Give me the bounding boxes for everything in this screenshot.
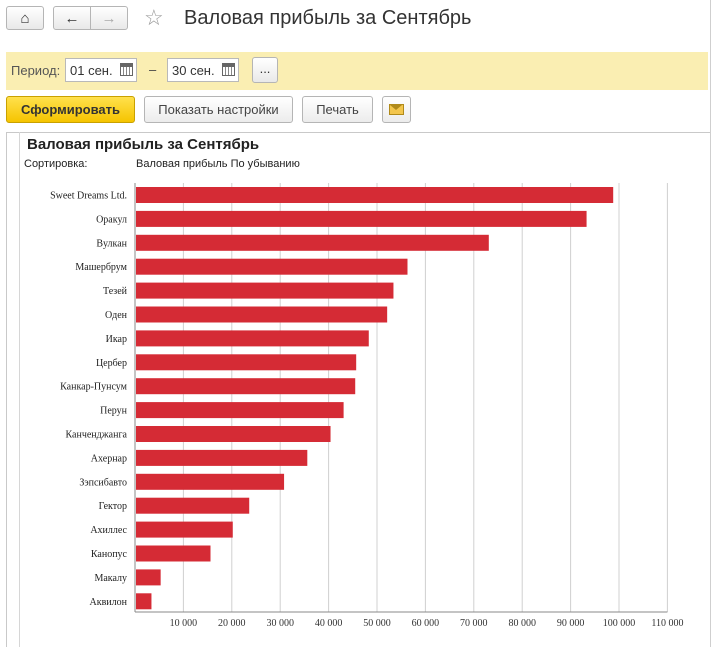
toolbar: Сформировать Показать настройки Печать: [0, 96, 710, 124]
report-title: Валовая прибыль за Сентябрь: [27, 136, 260, 153]
bar: [136, 426, 331, 442]
period-to-value: 30 сен.: [172, 63, 215, 78]
period-label: Период:: [11, 63, 61, 78]
bar: [136, 330, 369, 347]
bar: [136, 593, 152, 610]
forward-button[interactable]: →: [90, 6, 128, 30]
category-label: Ахиллес: [90, 525, 127, 536]
tick-label: 80 000: [508, 618, 536, 629]
bar: [136, 306, 388, 323]
bar: [136, 449, 308, 466]
tick-label: 10 000: [170, 618, 198, 629]
bar: [136, 545, 211, 562]
home-icon: ⌂: [20, 9, 30, 27]
calendar-icon[interactable]: [222, 63, 235, 76]
period-bar: Период: 01 сен. – 30 сен. ...: [6, 52, 708, 90]
tick-label: 110 000: [651, 618, 683, 629]
tick-label: 50 000: [363, 618, 391, 629]
arrow-right-icon: →: [101, 9, 117, 27]
bar: [136, 569, 161, 586]
category-label: Аквилон: [90, 597, 128, 608]
bar: [136, 282, 394, 299]
home-button[interactable]: ⌂: [6, 6, 44, 30]
category-label: Оракул: [96, 214, 127, 225]
tick-label: 60 000: [412, 618, 440, 629]
category-label: Макалу: [94, 573, 127, 584]
period-from-field[interactable]: 01 сен.: [65, 58, 137, 82]
generate-button[interactable]: Сформировать: [6, 96, 135, 123]
category-label: Зэпсибавто: [79, 477, 127, 488]
period-from-value: 01 сен.: [70, 63, 113, 78]
bar: [136, 402, 344, 419]
period-separator: –: [149, 62, 157, 77]
window-edge: [710, 0, 711, 647]
bar: [136, 234, 489, 251]
period-to-field[interactable]: 30 сен.: [167, 58, 239, 82]
bar: [136, 354, 357, 371]
page-title: Валовая прибыль за Сентябрь: [184, 7, 472, 29]
bar: [136, 521, 233, 538]
category-label: Машербрум: [75, 262, 127, 273]
category-label: Sweet Dreams Ltd.: [50, 191, 127, 202]
bar: [136, 187, 614, 203]
title-bar: ⌂ ← → ☆ Валовая прибыль за Сентябрь: [0, 0, 710, 40]
arrow-left-icon: ←: [64, 9, 80, 27]
calendar-icon[interactable]: [120, 63, 133, 76]
tick-label: 90 000: [557, 618, 585, 629]
bar: [136, 210, 587, 227]
show-settings-button[interactable]: Показать настройки: [144, 96, 293, 123]
category-label: Гектор: [99, 501, 127, 512]
tick-label: 100 000: [603, 618, 636, 629]
back-button[interactable]: ←: [53, 6, 91, 30]
sort-label: Сортировка:: [24, 158, 88, 170]
category-label: Канопус: [91, 549, 128, 560]
category-label: Тезей: [103, 286, 128, 297]
tick-label: 20 000: [218, 618, 246, 629]
star-icon[interactable]: ☆: [144, 5, 164, 30]
bar: [136, 378, 356, 395]
tick-label: 70 000: [460, 618, 488, 629]
category-label: Канченджанга: [66, 430, 128, 441]
category-label: Ахернар: [91, 453, 127, 464]
send-mail-button[interactable]: [382, 96, 411, 123]
print-button[interactable]: Печать: [302, 96, 373, 123]
sort-value: Валовая прибыль По убыванию: [136, 158, 300, 170]
report-margin-line: [19, 132, 20, 647]
bar: [136, 497, 250, 514]
category-label: Оден: [105, 310, 128, 321]
category-label: Канкар-Пунсум: [60, 382, 128, 393]
category-label: Икар: [106, 334, 127, 345]
category-label: Перун: [100, 406, 128, 417]
bar: [136, 258, 408, 275]
category-label: Цербер: [96, 358, 127, 369]
category-label: Вулкан: [96, 238, 127, 249]
envelope-icon: [389, 104, 404, 115]
tick-label: 40 000: [315, 618, 343, 629]
bar: [136, 473, 285, 490]
period-select-button[interactable]: ...: [252, 57, 278, 83]
report-area: [6, 132, 710, 647]
tick-label: 30 000: [266, 618, 294, 629]
